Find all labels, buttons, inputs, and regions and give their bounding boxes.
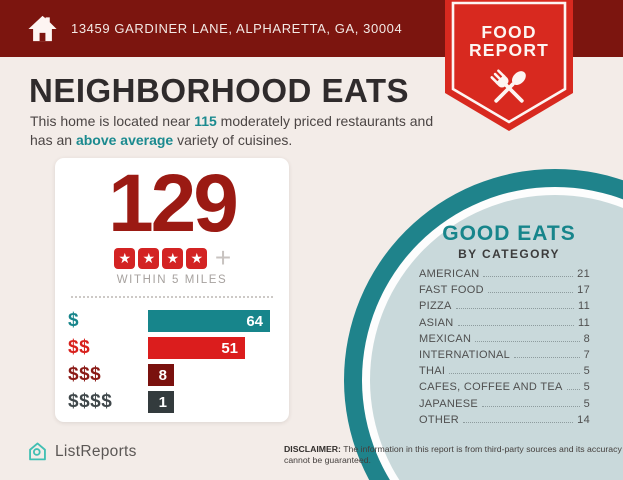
category-row: ASIAN 11 [419, 316, 590, 332]
category-row: CAFES, COFFEE AND TEA 5 [419, 380, 590, 396]
good-eats-heading: GOOD EATS BY CATEGORY [419, 222, 599, 261]
badge-line1: FOOD [481, 22, 536, 42]
disclaimer-text: DISCLAIMER: The information in this repo… [284, 444, 622, 466]
category-label: MEXICAN [419, 332, 472, 345]
address-text: 13459 GARDINER LANE, ALPHARETTA, GA, 300… [71, 21, 403, 36]
price-tier-label: $$ [68, 337, 91, 358]
price-tier-bar: 8 [148, 364, 174, 386]
category-label: CAFES, COFFEE AND TEA [419, 381, 563, 394]
category-list: AMERICAN 21 FAST FOOD 17 PIZZA 11 ASIAN 11 MEXIC… [419, 267, 590, 429]
price-tier-bar: 1 [148, 391, 174, 413]
listreports-house-icon [29, 442, 46, 461]
category-label: AMERICAN [419, 268, 480, 280]
page-title: NEIGHBORHOOD EATS [29, 72, 410, 109]
category-label: THAI [419, 365, 446, 378]
category-label: FAST FOOD [419, 284, 484, 297]
food-report-badge: FOOD REPORT [445, 0, 573, 134]
category-row: JAPANESE 5 [419, 397, 590, 413]
dotted-leader [475, 332, 580, 342]
category-row: AMERICAN 21 [419, 267, 590, 283]
category-value: 5 [583, 381, 590, 394]
category-value: 17 [577, 284, 590, 297]
yelp-star-icon: ★ [114, 247, 136, 269]
category-value: 7 [583, 348, 590, 361]
dotted-leader [483, 267, 574, 277]
stats-card: 129 ★ ★ ★ ★ + WITHIN 5 MILES $64 $$ 51 $$$ 8 $$$… [55, 158, 289, 422]
disclaimer-label: DISCLAIMER: [284, 444, 341, 454]
category-label: PIZZA [419, 300, 452, 313]
price-tier-row: $$$$ 1 [68, 391, 289, 413]
plus-sign: + [214, 242, 232, 273]
category-value: 14 [577, 413, 590, 426]
dotted-leader [463, 413, 574, 423]
price-tier-bar: 64 [148, 310, 270, 332]
badge-pennant-shape [445, 0, 573, 131]
category-value: 11 [577, 300, 590, 313]
category-row: THAI 5 [419, 364, 590, 380]
dotted-leader [514, 348, 580, 358]
price-tier-label: $$$$ [68, 391, 113, 412]
dotted-divider [71, 296, 273, 298]
badge-line2: REPORT [469, 40, 549, 60]
category-row: MEXICAN 8 [419, 332, 590, 348]
listreports-logo: ListReports [27, 441, 137, 462]
radius-caption: WITHIN 5 MILES [116, 274, 228, 286]
category-value: 21 [577, 268, 590, 280]
price-tier-label: $$$ [68, 364, 102, 385]
category-value: 11 [577, 316, 590, 329]
category-row: OTHER 14 [419, 413, 590, 429]
intro-text-1: This home is located near [30, 113, 195, 129]
category-value: 8 [583, 332, 590, 345]
dotted-leader [482, 397, 580, 407]
dotted-leader [457, 316, 574, 326]
intro-text: This home is located near 115 moderately… [30, 112, 434, 151]
intro-highlight: above average [75, 132, 174, 149]
restaurant-count: 115 [194, 113, 217, 129]
dotted-leader [566, 380, 580, 391]
yelp-star-icon: ★ [162, 247, 184, 269]
price-tier-row: $$$ 8 [68, 364, 289, 386]
category-value: 5 [583, 365, 590, 378]
dotted-leader [449, 364, 580, 375]
yelp-star-icon: ★ [138, 247, 160, 269]
intro-text-3: variety of cuisines. [173, 132, 293, 149]
category-label: JAPANESE [419, 397, 479, 410]
badge-inner-outline [451, 1, 567, 124]
good-eats-title: GOOD EATS [442, 222, 576, 245]
dotted-leader [455, 299, 574, 310]
yelp-star-icon: ★ [186, 247, 208, 269]
category-label: ASIAN [419, 316, 454, 329]
crossed-utensils-icon [490, 69, 526, 103]
home-icon [28, 15, 57, 42]
price-tier-bar: 51 [148, 337, 245, 359]
star-rating: ★ ★ ★ ★ + [55, 242, 289, 273]
good-eats-subtitle: BY CATEGORY [458, 247, 560, 261]
price-tier-row: $64 [68, 310, 289, 332]
dotted-leader [487, 283, 574, 294]
category-row: PIZZA 11 [419, 299, 590, 315]
listreports-logo-text: ListReports [55, 442, 137, 460]
category-row: FAST FOOD 17 [419, 283, 590, 299]
restaurant-total-count: 129 [108, 158, 239, 249]
price-tier-row: $$ 51 [68, 337, 289, 359]
category-label: INTERNATIONAL [419, 348, 511, 361]
price-bar-chart: $64 $$ 51 $$$ 8 $$$$ 1 [68, 310, 289, 413]
category-row: INTERNATIONAL 7 [419, 348, 590, 364]
price-tier-label: $ [68, 310, 80, 331]
category-value: 5 [583, 397, 590, 410]
category-label: OTHER [419, 413, 459, 426]
star-icons: ★ ★ ★ ★ [113, 247, 209, 269]
intro-text-2: moderately priced restaurants and has an [30, 113, 434, 149]
